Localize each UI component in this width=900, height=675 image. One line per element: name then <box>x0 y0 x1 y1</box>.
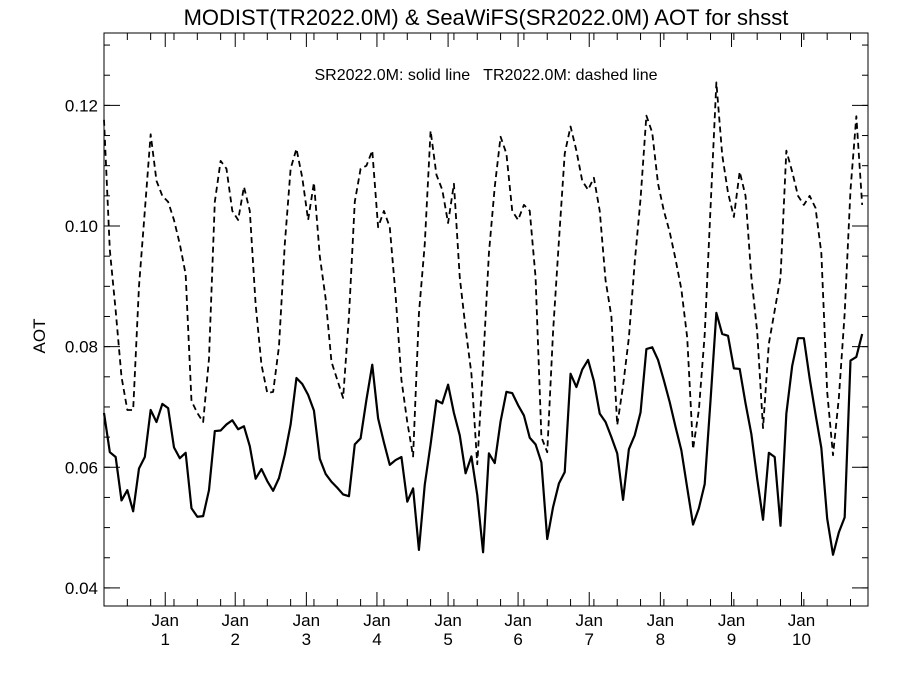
x-tick-label-month: Jan <box>576 611 603 630</box>
y-tick-label: 0.04 <box>65 579 98 598</box>
x-tick-label-day: 7 <box>584 630 593 649</box>
x-tick-label-day: 5 <box>443 630 452 649</box>
x-tick-label-day: 8 <box>656 630 665 649</box>
y-tick-label: 0.08 <box>65 338 98 357</box>
y-tick-label: 0.12 <box>65 96 98 115</box>
y-axis-label: AOT <box>30 319 49 354</box>
x-tick-label-month: Jan <box>434 611 461 630</box>
series-line-sr2022-0m <box>102 311 864 556</box>
series-group <box>102 81 864 556</box>
y-tick-label: 0.10 <box>65 217 98 236</box>
axis-ticks: 0.040.060.080.100.12Jan1Jan2Jan3Jan4Jan5… <box>65 33 868 649</box>
chart-title: MODIST(TR2022.0M) & SeaWiFS(SR2022.0M) A… <box>184 5 789 30</box>
x-tick-label-month: Jan <box>718 611 745 630</box>
x-tick-label-month: Jan <box>647 611 674 630</box>
x-tick-label-month: Jan <box>152 611 179 630</box>
x-tick-label-month: Jan <box>222 611 249 630</box>
x-tick-label-day: 6 <box>513 630 522 649</box>
x-tick-label-day: 3 <box>302 630 311 649</box>
x-tick-label-day: 10 <box>792 630 811 649</box>
x-tick-label-day: 1 <box>161 630 170 649</box>
x-tick-label-month: Jan <box>788 611 815 630</box>
x-tick-label-month: Jan <box>504 611 531 630</box>
x-tick-label-month: Jan <box>293 611 320 630</box>
x-tick-label-month: Jan <box>363 611 390 630</box>
series-line-tr2022-0m <box>103 81 864 466</box>
y-tick-label: 0.06 <box>65 458 98 477</box>
x-tick-label-day: 2 <box>230 630 239 649</box>
x-tick-label-day: 9 <box>727 630 736 649</box>
plot-frame <box>103 32 869 607</box>
legend-text: SR2022.0M: solid line TR2022.0M: dashed … <box>314 67 657 84</box>
x-tick-label-day: 4 <box>372 630 381 649</box>
